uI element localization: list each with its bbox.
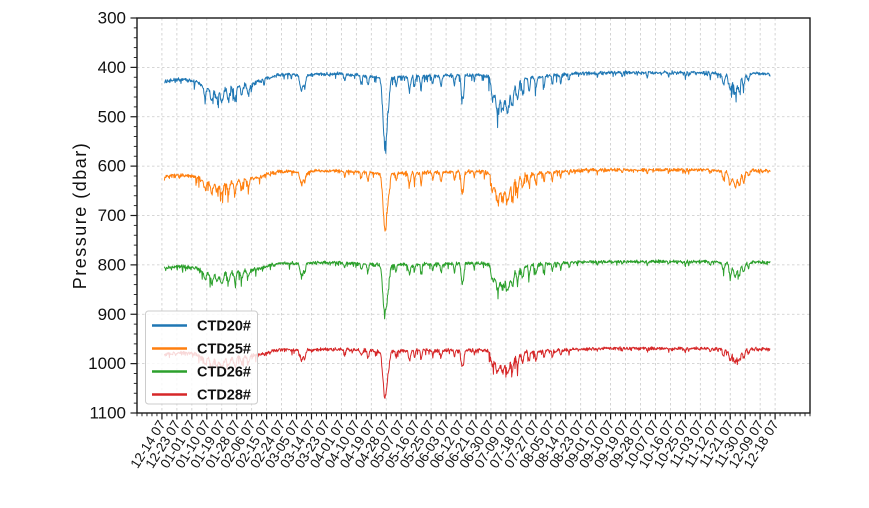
series-trace-ctd20 [164, 70, 771, 154]
series-layer [163, 70, 771, 399]
legend: CTD20# CTD25# CTD26# CTD28# [145, 310, 258, 405]
y-tick-label: 1000 [88, 354, 126, 373]
y-tick-label: 1100 [89, 404, 126, 423]
series-trace-ctd28 [163, 346, 771, 399]
series-trace-ctd26 [163, 259, 771, 320]
legend-label-ctd20: CTD20# [197, 319, 251, 335]
y-tick-label: 700 [98, 206, 126, 225]
y-tick-label: 600 [98, 157, 126, 176]
y-tick-label: 800 [98, 255, 126, 274]
legend-box [145, 310, 258, 405]
legend-label-ctd26: CTD26# [197, 365, 251, 381]
y-tick-label: 400 [98, 58, 126, 77]
legend-label-ctd25: CTD25# [197, 342, 251, 358]
series-trace-ctd25 [163, 167, 771, 232]
y-axis-title: Pressure (dbar) [70, 142, 90, 290]
legend-label-ctd28: CTD28# [197, 388, 251, 404]
y-tick-label: 900 [98, 305, 126, 324]
y-tick-label: 500 [98, 107, 126, 126]
y-tick-label: 300 [98, 9, 126, 28]
